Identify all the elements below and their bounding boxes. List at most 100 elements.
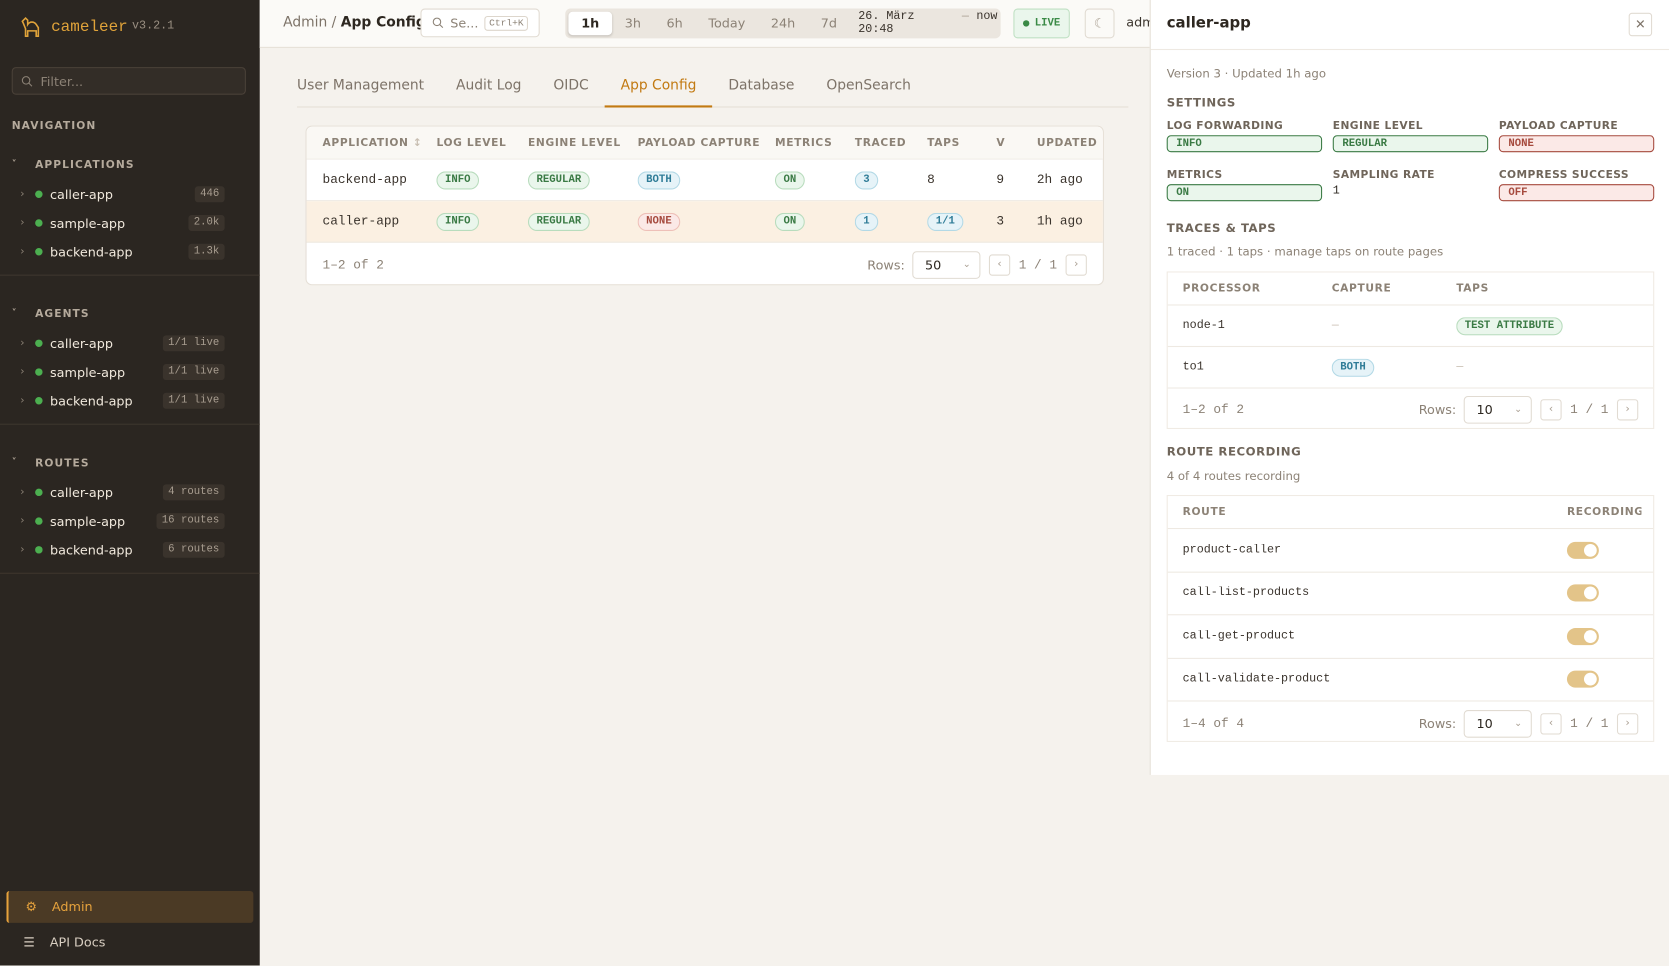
caret: ˅ — [11, 308, 18, 320]
cell: 8 — [927, 172, 935, 188]
filter-placeholder: Filter... — [40, 74, 84, 90]
badge: 1/1 — [927, 212, 964, 231]
rows-select[interactable]: 10 — [1463, 395, 1532, 424]
tab[interactable]: Database — [728, 77, 795, 94]
crumb[interactable]: Admin — [283, 14, 328, 31]
date-separator: — — [961, 10, 969, 24]
expand-arrow: › — [20, 337, 25, 350]
nav-item[interactable]: › caller-app 446 — [0, 180, 260, 209]
time-range[interactable]: 3h — [624, 15, 641, 31]
nav-item[interactable]: › caller-app 4 routes — [0, 478, 260, 507]
close-button[interactable]: ✕ — [1628, 12, 1653, 37]
tab[interactable]: Audit Log — [456, 77, 522, 94]
cell: TEST ATTRIBUTE — [1456, 316, 1648, 335]
section-title: SETTINGS — [1166, 95, 1236, 110]
badge: REGULAR — [527, 212, 590, 231]
status-dot — [35, 546, 43, 554]
detail-panel: caller-app ✕ Version 3 · Updated 1h ago … — [1149, 0, 1669, 775]
page-indicator: 1 / 1 — [1570, 402, 1609, 418]
item-name: caller-app — [50, 484, 113, 500]
breadcrumb: Admin / App Config — [283, 14, 426, 31]
panel-title: caller-app — [1166, 14, 1251, 32]
item-badge: 1.3k — [188, 243, 225, 260]
date-range[interactable]: 26. März 20:48 — now — [858, 11, 997, 37]
tab[interactable]: App Config — [604, 70, 713, 108]
recording-toggle[interactable] — [1566, 541, 1599, 559]
table-row[interactable]: caller-app INFO REGULAR NONE ON 1 1/1 3 1h ago — [306, 201, 1103, 243]
prev-page[interactable]: ‹ — [988, 254, 1011, 276]
cell: 2h ago — [1036, 172, 1083, 188]
recording-toggle[interactable] — [1566, 584, 1599, 602]
tab[interactable]: User Management — [296, 77, 425, 94]
nav-item[interactable]: › backend-app 1/1 live — [0, 386, 260, 415]
search-placeholder: Se... — [450, 15, 479, 31]
version: v3.2.1 — [132, 20, 175, 33]
nav-item[interactable]: › sample-app 1/1 live — [0, 358, 260, 387]
live-toggle[interactable]: LIVE — [1013, 8, 1070, 39]
tab[interactable]: OpenSearch — [826, 77, 911, 94]
footer-link[interactable]: ⚙ Admin — [6, 890, 254, 923]
column-header: APPLICATION ↕ — [322, 136, 423, 149]
time-range[interactable]: 7d — [820, 15, 837, 31]
time-range[interactable]: 24h — [770, 15, 796, 31]
recording-toggle[interactable] — [1566, 670, 1599, 688]
next-page[interactable]: › — [1065, 254, 1087, 276]
section-title[interactable]: ˅ AGENTS — [0, 299, 260, 329]
table-row[interactable]: backend-app INFO REGULAR BOTH ON 3 8 9 2h ago — [306, 160, 1103, 202]
time-ranges: 1h 3h 6h Today 24h 7d 26. März 20:48 — now — [565, 8, 1001, 39]
next-page[interactable]: › — [1616, 713, 1639, 735]
item-badge: 2.0k — [188, 215, 225, 231]
expand-arrow: › — [20, 245, 25, 258]
user[interactable]: adm — [1126, 14, 1155, 30]
brand[interactable]: cameleer v3.2.1 — [19, 15, 174, 38]
cell: — — [1456, 360, 1464, 374]
item-name: caller-app — [50, 335, 113, 351]
rows-select[interactable]: 10 — [1463, 710, 1532, 738]
setting: LOG FORWARDING INFO — [1166, 120, 1323, 153]
column-header: METRICS — [774, 136, 833, 149]
panel-meta: Version 3 · Updated 1h ago — [1166, 67, 1327, 81]
setting: PAYLOAD CAPTURE NONE — [1498, 120, 1655, 153]
nav-item[interactable]: › caller-app 1/1 live — [0, 329, 260, 358]
app-config-table: APPLICATION ↕ LOG LEVEL ENGINE LEVEL PAYLOA… — [305, 125, 1104, 286]
filter-input[interactable]: Filter... — [11, 67, 246, 95]
icon: ☰ — [23, 934, 35, 950]
table-row: call-get-product — [1167, 615, 1654, 659]
recording-toggle[interactable] — [1566, 627, 1599, 645]
status-dot — [35, 219, 43, 227]
item-name: sample-app — [50, 364, 126, 380]
expand-arrow: › — [20, 543, 25, 556]
section-summary: 1 traced · 1 taps · manage taps on route… — [1166, 244, 1444, 259]
setting: ENGINE LEVEL REGULAR — [1332, 120, 1489, 153]
cell: call-validate-product — [1182, 673, 1331, 686]
date-from: 26. März 20:48 — [858, 10, 915, 37]
setting-label: SAMPLING RATE — [1332, 169, 1435, 181]
theme-toggle[interactable]: ☾ — [1084, 8, 1115, 39]
nav-item[interactable]: › sample-app 16 routes — [0, 507, 260, 536]
time-range[interactable]: Today — [708, 15, 746, 31]
search[interactable]: Se... Ctrl+K — [420, 8, 540, 38]
prev-page[interactable]: ‹ — [1540, 713, 1562, 735]
cell: REGULAR — [527, 170, 638, 189]
cell: RECORDING — [1566, 506, 1642, 518]
time-range[interactable]: 1h — [568, 11, 612, 36]
cell: CAPTURE — [1331, 282, 1392, 295]
nav-item[interactable]: › sample-app 2.0k — [0, 209, 260, 238]
nav-item[interactable]: › backend-app 6 routes — [0, 535, 260, 564]
section-title[interactable]: ˅ ROUTES — [0, 448, 260, 478]
prev-page[interactable]: ‹ — [1540, 399, 1562, 421]
time-range[interactable]: 6h — [666, 15, 683, 31]
item-name: sample-app — [50, 215, 126, 231]
nav-section: ˅ ROUTES › caller-app 4 routes › sample-app 16 … — [0, 448, 260, 574]
nav-item[interactable]: › backend-app 1.3k — [0, 237, 260, 266]
cell: BOTH — [1331, 358, 1457, 377]
section-title[interactable]: ˅ APPLICATIONS — [0, 150, 260, 180]
rows-select[interactable]: 50 — [912, 251, 981, 279]
badge: ON — [774, 170, 805, 189]
next-page[interactable]: › — [1616, 399, 1639, 421]
tab[interactable]: OIDC — [553, 77, 589, 94]
sidebar: cameleer v3.2.1 Filter... NAVIGATION ˅ AP… — [0, 0, 260, 966]
setting-label: METRICS — [1166, 169, 1223, 181]
shortcut: Ctrl+K — [484, 15, 528, 31]
footer-link[interactable]: ☰ API Docs — [6, 926, 253, 958]
